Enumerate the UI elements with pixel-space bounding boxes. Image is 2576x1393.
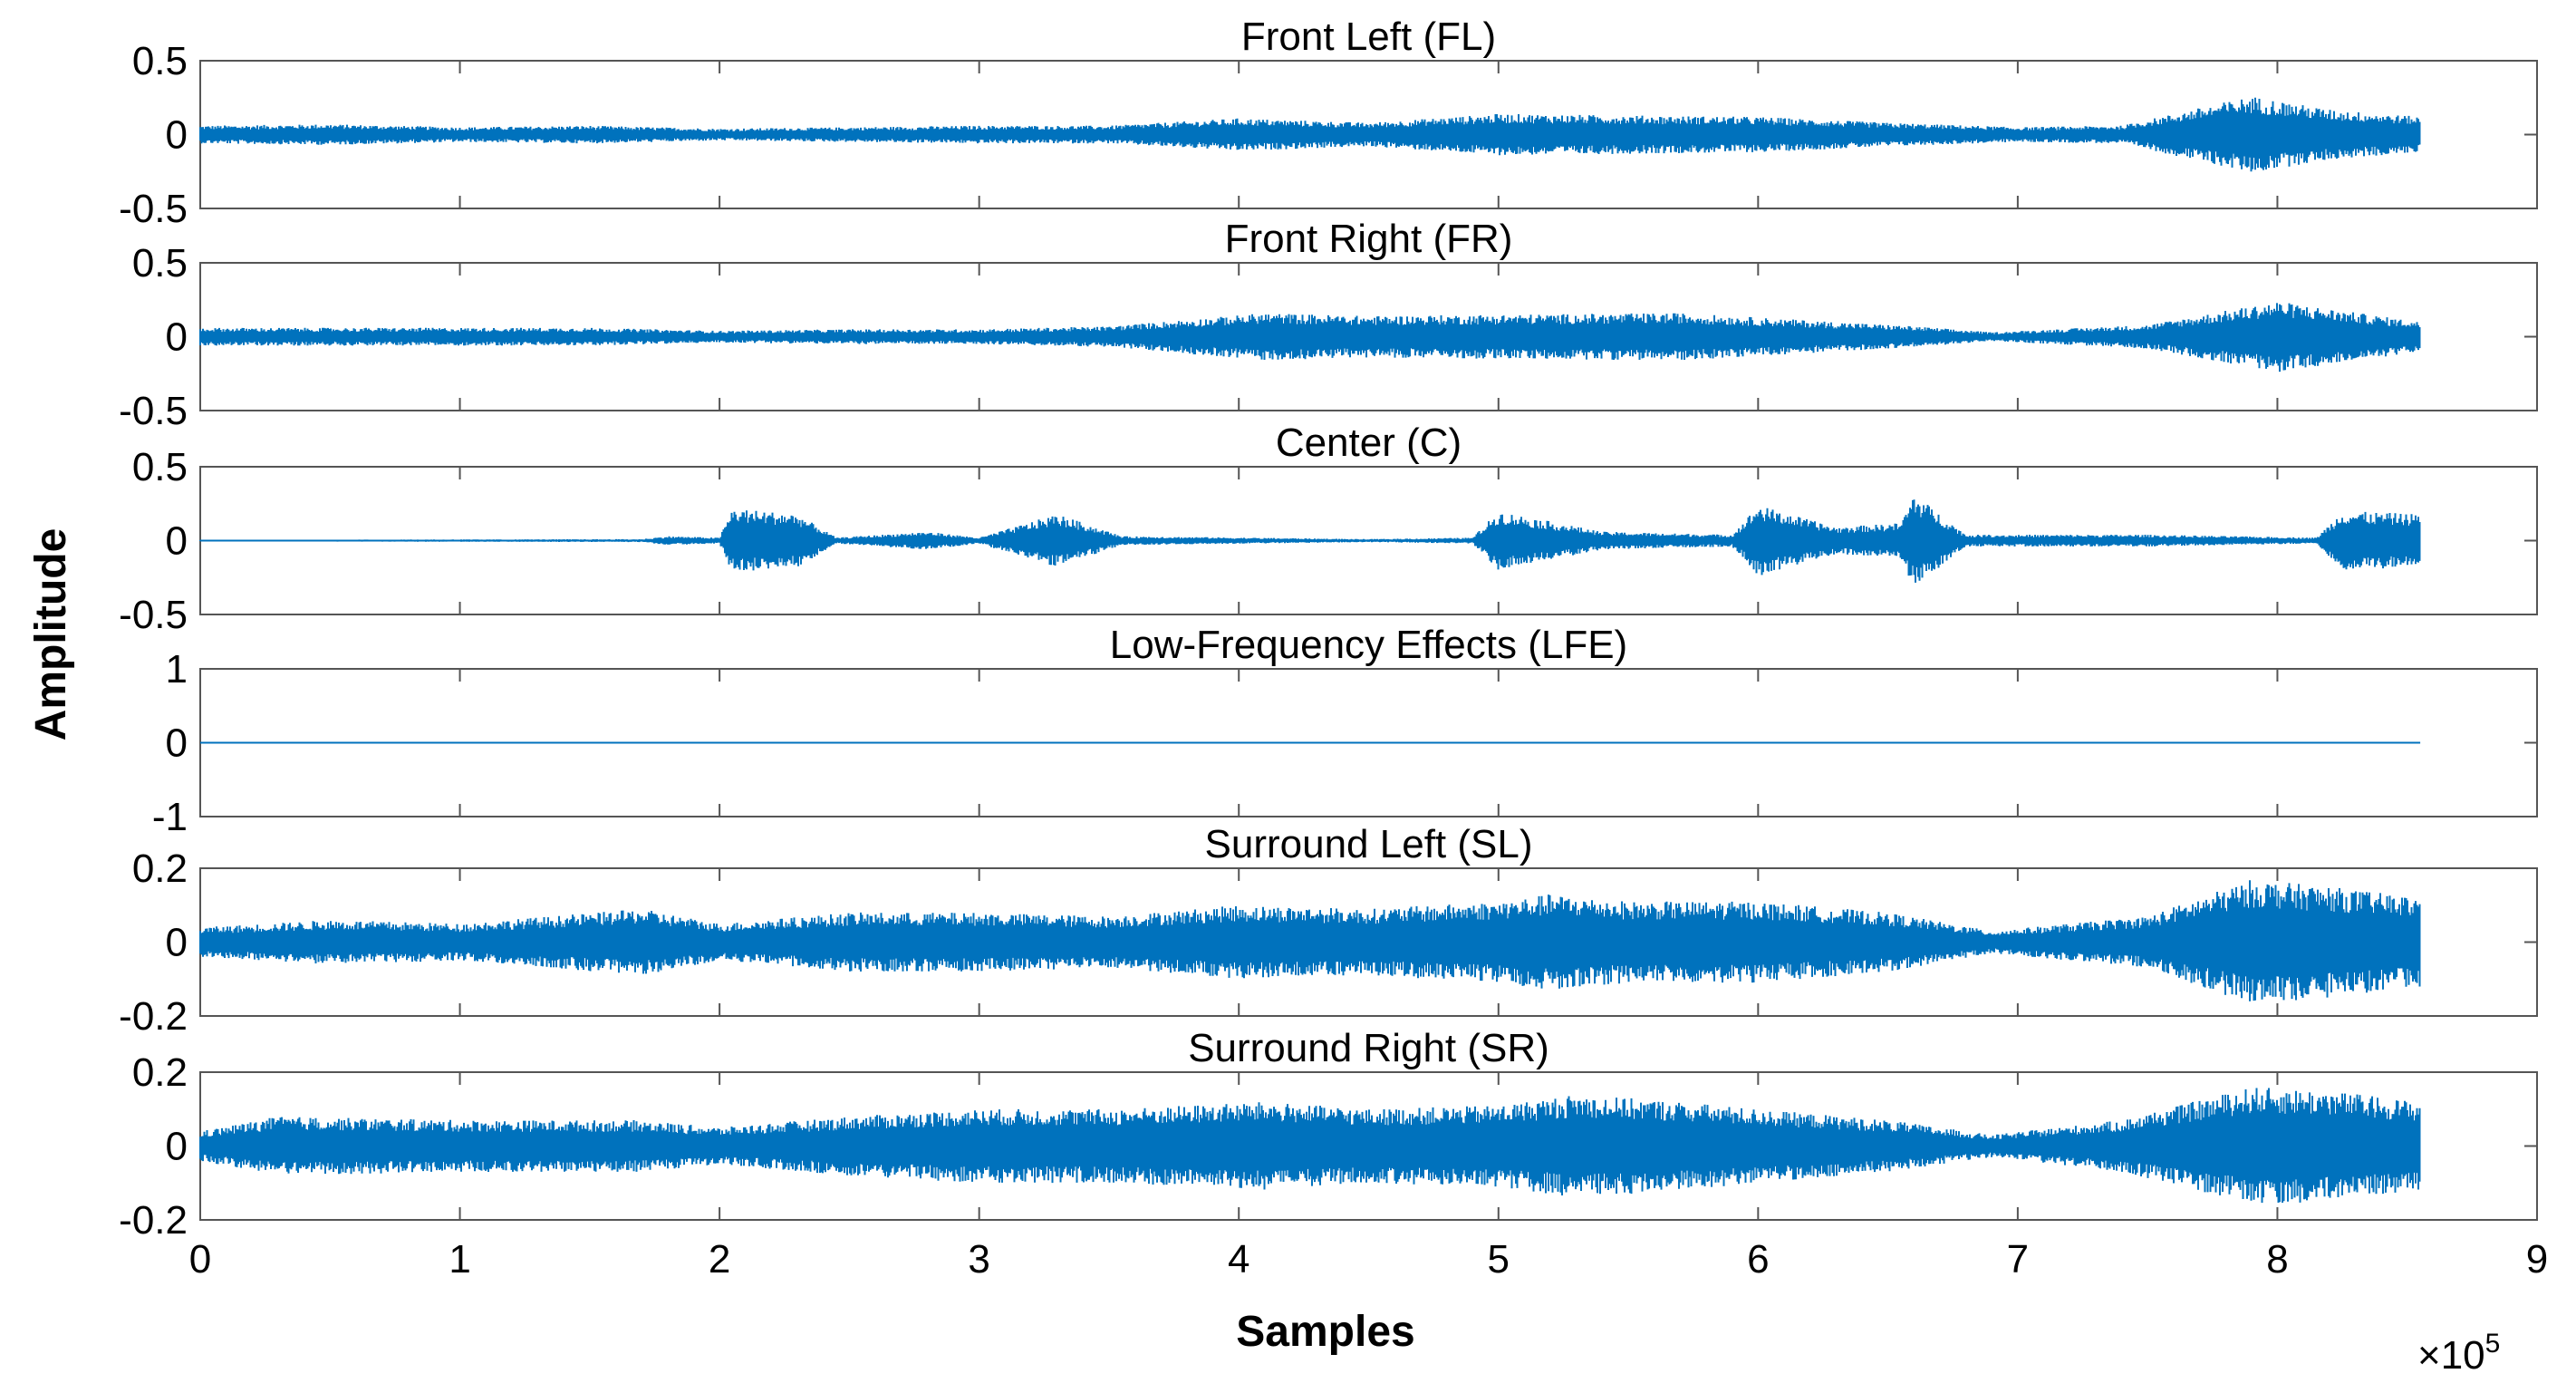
y-tick-label: -0.5 bbox=[119, 389, 188, 433]
x-axis-exponent: ×105 bbox=[2417, 1329, 2500, 1378]
panel-surround-right-sr: Surround Right (SR)0.20-0.20 1 2 3 4 5 6 7 8 9 bbox=[119, 1026, 2548, 1282]
panel-title: Surround Left (SL) bbox=[1205, 822, 1533, 866]
x-axis-label: Samples bbox=[1236, 1308, 1414, 1356]
waveform-front-right-fr bbox=[199, 303, 2421, 372]
panel-title: Surround Right (SR) bbox=[1188, 1026, 1549, 1070]
panel-low-frequency-effects-lfe: Low-Frequency Effects (LFE) 1 0 -1 bbox=[152, 623, 2538, 839]
channel-panels: Front Left (FL) 0.5 0 -0.5 Front Right (FR) 0… bbox=[119, 15, 2548, 1282]
y-tick-label: 0 bbox=[166, 315, 188, 360]
y-tick-label: 0 bbox=[166, 113, 188, 158]
panel-title: Front Left (FL) bbox=[1241, 15, 1496, 59]
y-tick-label: -0.2 bbox=[119, 994, 188, 1039]
y-tick-label: -1 bbox=[152, 795, 188, 839]
x-axis-exponent-base: ×10 bbox=[2417, 1333, 2485, 1378]
y-tick-label: 0 bbox=[166, 519, 188, 564]
x-tick-label: 8 bbox=[2266, 1237, 2288, 1282]
y-tick-label: 1 bbox=[166, 647, 188, 692]
y-tick-label: 0.5 bbox=[132, 241, 188, 285]
y-tick-label: 0 bbox=[166, 721, 188, 766]
y-tick-label: 0 bbox=[166, 921, 188, 965]
y-tick-label: 0.2 bbox=[132, 1050, 188, 1095]
x-tick-label: 5 bbox=[1488, 1237, 1510, 1282]
panel-title: Low-Frequency Effects (LFE) bbox=[1110, 623, 1627, 667]
panel-center-c: Center (C) 0.5 0 -0.5 bbox=[119, 421, 2538, 637]
y-tick-label: -0.5 bbox=[119, 593, 188, 637]
x-tick-label: 9 bbox=[2526, 1237, 2548, 1282]
x-axis-exponent-power: 5 bbox=[2485, 1329, 2501, 1359]
y-tick-label: -0.2 bbox=[119, 1198, 188, 1243]
y-tick-label: -0.5 bbox=[119, 187, 188, 231]
y-tick-label: 0 bbox=[166, 1125, 188, 1169]
x-tick-label: 1 bbox=[449, 1237, 470, 1282]
waveform-surround-left-sl bbox=[199, 880, 2421, 1001]
x-tick-label: 0 bbox=[189, 1237, 211, 1282]
x-tick-label: 2 bbox=[709, 1237, 730, 1282]
y-axis-label: Amplitude bbox=[27, 528, 75, 741]
panel-surround-left-sl: Surround Left (SL) 0.2 0 -0.2 bbox=[119, 822, 2538, 1039]
panel-title: Front Right (FR) bbox=[1225, 217, 1513, 261]
x-tick-label: 6 bbox=[1747, 1237, 1769, 1282]
waveform-front-left-fl bbox=[199, 97, 2421, 172]
panel-front-left-fl: Front Left (FL) 0.5 0 -0.5 bbox=[119, 15, 2538, 231]
x-tick-label: 4 bbox=[1228, 1237, 1249, 1282]
waveform-center-c bbox=[199, 499, 2421, 583]
y-tick-label: 0.5 bbox=[132, 39, 188, 83]
x-tick-label: 7 bbox=[2007, 1237, 2029, 1282]
panel-front-right-fr: Front Right (FR) 0.5 0 -0.5 bbox=[119, 217, 2538, 433]
waveform-surround-right-sr bbox=[199, 1088, 2421, 1204]
panel-title: Center (C) bbox=[1276, 421, 1462, 465]
y-tick-label: 0.2 bbox=[132, 846, 188, 891]
y-tick-label: 0.5 bbox=[132, 445, 188, 489]
x-tick-label: 3 bbox=[968, 1237, 989, 1282]
